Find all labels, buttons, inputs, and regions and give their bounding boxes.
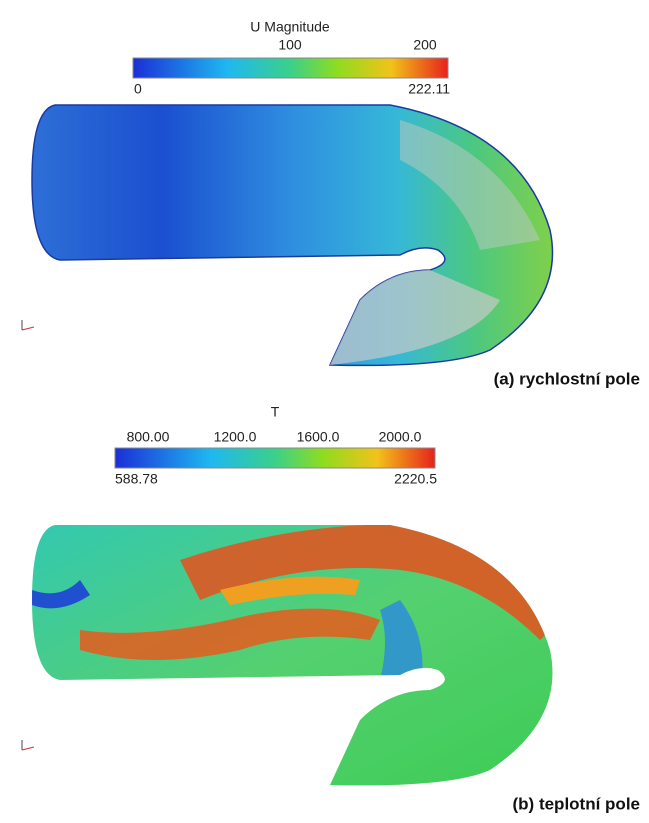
axes-triad: [22, 740, 34, 750]
colorbar-tick: 200: [413, 37, 437, 53]
colorbar-tick: 800.00: [127, 429, 170, 445]
colorbar-tick: 100: [278, 37, 302, 53]
axes-triad: [22, 320, 34, 330]
colorbar-title: T: [271, 404, 280, 420]
colorbar-min: 588.78: [115, 471, 158, 487]
colorbar-max: 222.11: [408, 81, 450, 97]
colorbar-tick: 1600.0: [297, 429, 340, 445]
panel-b: T 800.00 1200.0 1600.0 2000.0 588.78 222…: [22, 404, 640, 814]
colorbar: [115, 448, 435, 468]
colorbar-max: 2220.5: [394, 471, 437, 487]
panel-a: U Magnitude 100 200 0 222.11 (a) rychlos…: [22, 19, 640, 389]
colorbar-title: U Magnitude: [250, 19, 330, 35]
colorbar-tick: 2000.0: [379, 429, 422, 445]
colorbar: [133, 58, 448, 78]
caption: (a) rychlostní pole: [494, 369, 640, 388]
caption: (b) teplotní pole: [513, 794, 640, 813]
colorbar-tick: 1200.0: [214, 429, 257, 445]
figure: U Magnitude 100 200 0 222.11 (a) rychlos…: [0, 0, 649, 823]
colorbar-min: 0: [134, 81, 142, 97]
